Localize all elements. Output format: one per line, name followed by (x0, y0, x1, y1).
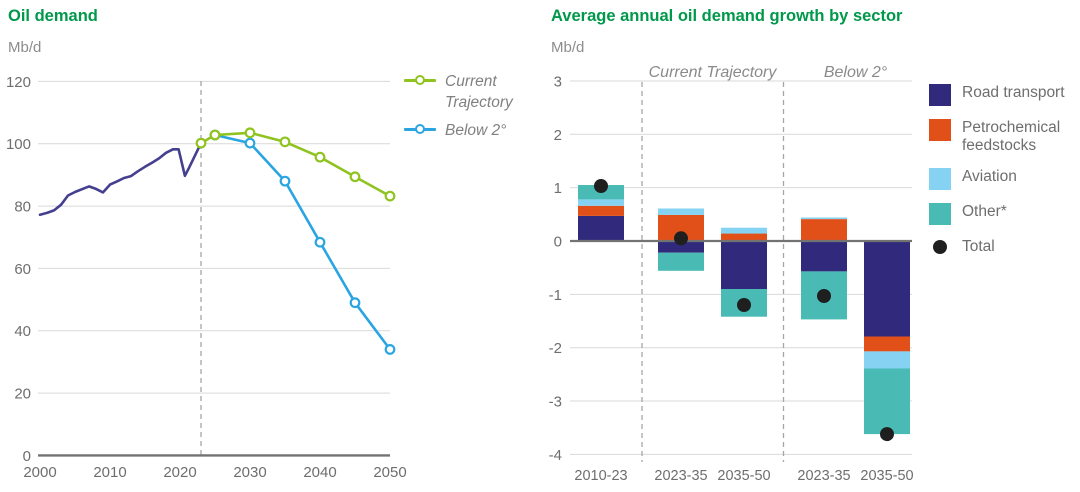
open-circle-marker-icon (415, 75, 425, 86)
legend-label: Aviation (962, 168, 1017, 185)
bar-segment (864, 336, 910, 352)
below-2-line-swatch (404, 124, 436, 135)
bar-segment (721, 241, 767, 289)
total-dot (594, 179, 608, 193)
x-tick-label: 2023-35 (797, 468, 850, 484)
legend-item-road-transport: Road transport (929, 84, 1080, 106)
legend-label: Current Trajectory (445, 73, 513, 111)
y-tick-label: -4 (549, 447, 562, 464)
current-trajectory-marker (349, 171, 361, 183)
left-chart-title: Oil demand (8, 7, 98, 25)
bar-segment (578, 199, 624, 206)
current-trajectory-line (199, 131, 392, 198)
aviation-swatch (929, 168, 951, 190)
x-tick-label: 2040 (303, 464, 336, 481)
legend-item-aviation: Aviation (929, 168, 1080, 190)
y-tick-label: 120 (6, 74, 31, 91)
y-tick-label: 0 (23, 448, 31, 465)
y-tick-label: 2 (554, 127, 562, 144)
x-tick-label: 2035-50 (717, 468, 770, 484)
current-trajectory-line-swatch (404, 75, 436, 86)
y-tick-label: 0 (554, 234, 562, 251)
growth-by-sector-plot: 3 2 1 0 -1 -2 -3 -4 Current Trajectory Below 2° 20… (549, 64, 914, 484)
x-tick-label: 2030 (233, 464, 266, 481)
x-tick-label: 2010-23 (574, 468, 627, 484)
group-label: Current Trajectory (649, 64, 778, 81)
bar-segment (864, 368, 910, 435)
y-tick-label: 3 (554, 73, 562, 90)
bar-chart-legend: Road transport Petrochemical feedstocks … (929, 84, 1080, 256)
petrochemical-feedstocks-swatch (929, 119, 951, 141)
group-label: Below 2° (824, 64, 888, 81)
legend-item-petrochemical-feedstocks: Petrochemical feedstocks (929, 119, 1080, 155)
bar-segment (801, 219, 847, 241)
bar-segment (578, 215, 624, 241)
current-trajectory-marker (279, 136, 291, 148)
x-tick-label: 2023-35 (654, 468, 707, 484)
bar-segment (658, 252, 704, 271)
bar-segment (721, 227, 767, 234)
below-2-marker (384, 344, 396, 355)
total-dot-icon (933, 240, 947, 254)
y-tick-label: 40 (14, 323, 31, 340)
y-tick-label: 100 (6, 136, 31, 153)
current-trajectory-marker (314, 151, 326, 163)
left-chart-unit-label: Mb/d (8, 39, 42, 56)
current-trajectory-marker (209, 129, 221, 141)
legend-item-below-2: Below 2° (404, 120, 537, 141)
right-chart-title: Average annual oil demand growth by sect… (551, 7, 903, 25)
y-tick-label: 1 (554, 180, 562, 197)
bar-segment (801, 217, 847, 220)
total-dot (817, 289, 831, 303)
x-tick-label: 2020 (163, 464, 196, 481)
bar-segment (721, 233, 767, 241)
below-2-marker (349, 297, 361, 309)
legend-item-other: Other* (929, 203, 1080, 225)
x-tick-label: 2000 (23, 464, 56, 481)
x-tick-label: 2035-50 (860, 468, 913, 484)
below-2-marker (244, 137, 256, 149)
total-dot (674, 231, 688, 246)
y-tick-label: -1 (549, 287, 562, 304)
legend-label: Road transport (962, 84, 1065, 101)
legend-item-current-trajectory: Current Trajectory (404, 71, 537, 113)
below-2-marker (279, 175, 291, 187)
current-trajectory-marker (195, 137, 207, 149)
bar-segment (578, 205, 624, 216)
x-tick-label: 2050 (373, 464, 406, 481)
other-swatch (929, 203, 951, 225)
legend-label: Other* (962, 203, 1007, 220)
road-transport-swatch (929, 84, 951, 106)
current-trajectory-marker (244, 127, 256, 139)
legend-item-total: Total (929, 238, 1080, 256)
legend-label: Total (962, 238, 995, 255)
below-2-marker (314, 236, 326, 248)
bar-segment (801, 241, 847, 272)
bar-segment (864, 241, 910, 337)
y-tick-label: 60 (14, 261, 31, 278)
total-dot (880, 427, 894, 442)
legend-label: Petrochemical feedstocks (962, 119, 1061, 154)
right-chart-unit-label: Mb/d (551, 39, 585, 56)
x-tick-label: 2010 (93, 464, 126, 481)
total-dot (737, 298, 751, 312)
legend-label: Below 2° (445, 122, 507, 139)
bar-segment (658, 241, 704, 253)
below-2-line (213, 133, 392, 351)
y-tick-label: 80 (14, 199, 31, 216)
y-tick-label: 20 (14, 386, 31, 403)
y-tick-label: -3 (549, 394, 562, 411)
history-line (38, 141, 203, 217)
line-chart-legend: Current Trajectory Below 2° (404, 71, 537, 141)
current-trajectory-marker (384, 190, 396, 202)
bar-segment (658, 208, 704, 215)
y-tick-label: -2 (549, 340, 562, 357)
open-circle-marker-icon (415, 124, 425, 135)
bar-segment (864, 351, 910, 369)
